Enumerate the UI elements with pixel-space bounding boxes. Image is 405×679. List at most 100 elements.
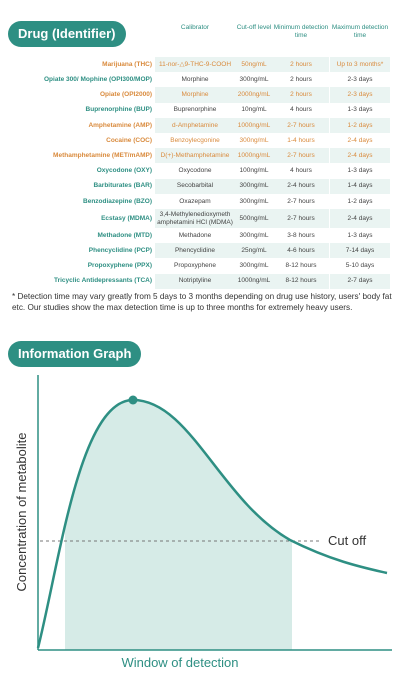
- cell: 2-3 days: [347, 76, 373, 84]
- cell: 2-4 days: [347, 136, 373, 144]
- drug-name: Ecstasy (MDMA): [101, 214, 152, 222]
- cell: 1-2 days: [347, 197, 373, 205]
- cell: 4 hours: [290, 106, 312, 114]
- cell: 1-3 days: [347, 231, 373, 239]
- column-header: Minimum detection time: [273, 24, 329, 39]
- cell: 3,4-Methylenedioxymeth amphetamini HCl (…: [155, 209, 235, 228]
- cell: Buprenorphine: [173, 106, 217, 114]
- drug-name: Oxycodone (OXY): [96, 167, 152, 175]
- drug-name: Tricyclic Antidepressants (TCA): [53, 277, 152, 285]
- cell: Up to 3 months*: [330, 57, 390, 73]
- cell: 2-7 days: [330, 273, 390, 289]
- drug-name: Opiate 300/ Mophine (OPI300/MOP): [44, 76, 152, 84]
- curve: [36, 398, 388, 649]
- cell: Morphine: [181, 76, 209, 84]
- drug-name: Benzodiazepine (BZO): [83, 197, 152, 205]
- graph-title: Information Graph: [8, 341, 142, 367]
- column-header: Calibrator: [180, 24, 210, 31]
- cell: 2-4 days: [330, 148, 390, 164]
- drug-name: Amphetamine (AMP): [88, 121, 152, 129]
- table-row: Benzodiazepine (BZO) Oxazepam 300ng/mL 2-7 …: [0, 194, 405, 209]
- cell: 2-7 hours: [273, 148, 329, 164]
- cell: 100ng/mL: [239, 167, 269, 175]
- table-row: Barbiturates (BAR) Secobarbital 300ng/mL 2-…: [0, 178, 405, 194]
- table-row: Opiate (OPI2000) Morphine 2000ng/mL 2 hours…: [0, 87, 405, 103]
- cell: Propoxyphene: [174, 262, 216, 270]
- cell: 3-8 hours: [287, 231, 315, 239]
- table-row: Cocaine (COC) Benzoylecgonine 300ng/mL 1-4 …: [0, 133, 405, 148]
- cell: 300ng/mL: [239, 76, 269, 84]
- drug-name: Phencyclidine (PCP): [88, 247, 152, 255]
- cell: 500ng/mL: [235, 209, 273, 228]
- table-row: Methamphetamine (MET/mAMP) D(+)-Methamphe…: [0, 148, 405, 164]
- drug-name: Marijuana (THC): [102, 60, 152, 68]
- cell: 2-7 hours: [273, 209, 329, 228]
- cutoff-label: Cut off: [328, 533, 366, 548]
- table-row: Amphetamine (AMP) d-Amphetamine 1000ng/mL 2…: [0, 117, 405, 133]
- cell: 2-7 hours: [287, 197, 315, 205]
- footnote: * Detection time may vary greatly from 5…: [12, 292, 392, 312]
- cell: 2 hours: [273, 87, 329, 103]
- cell: 1-4 hours: [287, 136, 315, 144]
- cell: 2000ng/mL: [235, 87, 273, 103]
- cell: 7-14 days: [330, 243, 390, 259]
- cell: 300ng/mL: [239, 136, 269, 144]
- cell: 2 hours: [273, 57, 329, 73]
- area: [65, 400, 292, 650]
- drug-name: Cocaine (COC): [106, 136, 152, 144]
- cell: Secobarbital: [155, 178, 235, 194]
- cell: Methadone: [178, 231, 212, 239]
- table-row: Opiate 300/ Mophine (OPI300/MOP) Morphine…: [0, 72, 405, 87]
- cell: 10ng/mL: [241, 106, 267, 114]
- cell: 4 hours: [290, 167, 312, 175]
- table-row: Tricyclic Antidepressants (TCA) Notriptyl…: [0, 273, 405, 289]
- cell: d-Amphetamine: [155, 117, 235, 133]
- table-row: Oxycodone (OXY) Oxycodone 100ng/mL 4 hours 1…: [0, 163, 405, 178]
- drug-name: Propoxyphene (PPX): [87, 262, 152, 270]
- drug-name: Buprenorphine (BUP): [85, 106, 152, 114]
- cell: 5-10 days: [345, 262, 375, 270]
- column-header: Cut-off level: [236, 24, 272, 31]
- drug-name: Methamphetamine (MET/mAMP): [53, 152, 152, 160]
- cell: 2 hours: [290, 76, 312, 84]
- drug-name: Methadone (MTD): [97, 231, 152, 239]
- cell: 300ng/mL: [239, 197, 269, 205]
- table-row: Marijuana (THC) 11-nor-△9-THC-9-COOH 50ng/…: [0, 57, 405, 73]
- cell: 1-3 days: [347, 167, 373, 175]
- cell: 2-4 days: [330, 209, 390, 228]
- table-row: Buprenorphine (BUP) Buprenorphine 10ng/mL 4…: [0, 103, 405, 118]
- table-row: Methadone (MTD) Methadone 300ng/mL 3-8 hour…: [0, 228, 405, 243]
- peak: [128, 395, 138, 405]
- cell: 8-12 hours: [285, 262, 317, 270]
- cell: Notriptyline: [155, 273, 235, 289]
- cell: 8-12 hours: [273, 273, 329, 289]
- table-row: Ecstasy (MDMA) 3,4-Methylenedioxymeth amp…: [0, 209, 405, 228]
- cell: 300ng/mL: [235, 178, 273, 194]
- cell: Morphine: [155, 87, 235, 103]
- cell: Phencyclidine: [155, 243, 235, 259]
- cell: 1000ng/mL: [235, 117, 273, 133]
- cell: 4-6 hours: [273, 243, 329, 259]
- table-row: Phencyclidine (PCP) Phencyclidine 25ng/mL 4…: [0, 243, 405, 259]
- cell: 1000ng/mL: [235, 273, 273, 289]
- cell: Benzoylecgonine: [170, 136, 220, 144]
- x-label: Window of detection: [121, 655, 238, 670]
- cell: Oxycodone: [178, 167, 212, 175]
- cell: 2-3 days: [330, 87, 390, 103]
- cell: 1-3 days: [347, 106, 373, 114]
- cell: 300ng/mL: [239, 262, 269, 270]
- header-title: Drug (Identifier): [8, 21, 126, 47]
- cell: D(+)-Methamphetamine: [155, 148, 235, 164]
- cell: Oxazepam: [179, 197, 211, 205]
- cell: 2-7 hours: [273, 117, 329, 133]
- cell: 1000ng/mL: [235, 148, 273, 164]
- cell: 25ng/mL: [235, 243, 273, 259]
- table-row: Propoxyphene (PPX) Propoxyphene 300ng/mL 8-…: [0, 258, 405, 273]
- drug-name: Opiate (OPI2000): [99, 91, 152, 99]
- cell: 11-nor-△9-THC-9-COOH: [155, 57, 235, 73]
- column-header: Maximum detection time: [331, 24, 389, 39]
- cell: 300ng/mL: [239, 231, 269, 239]
- drug-name: Barbiturates (BAR): [93, 182, 152, 190]
